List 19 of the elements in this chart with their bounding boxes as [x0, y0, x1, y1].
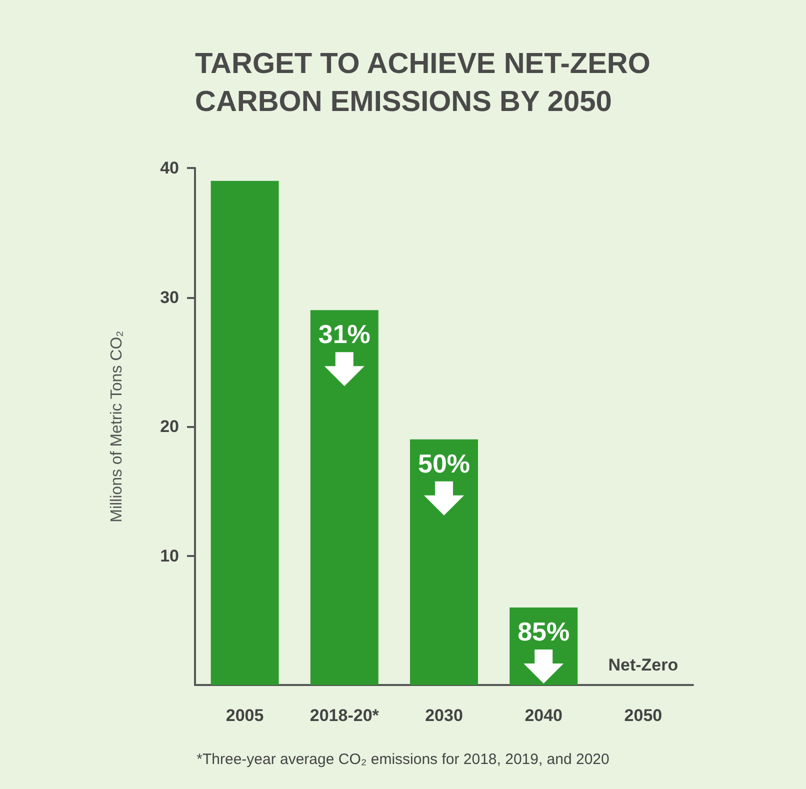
y-tick-label: 10 [160, 546, 179, 566]
x-tick-label: 2040 [524, 706, 563, 725]
annotation: 85% [518, 616, 570, 646]
y-tick-label: 30 [160, 288, 179, 307]
annotation: Net-Zero [608, 656, 678, 674]
x-tick-label: 2018-20* [310, 706, 380, 725]
y-tick-label: 20 [160, 417, 179, 436]
bar [210, 180, 279, 685]
y-axis-title: Millions of Metric Tons CO₂ [108, 330, 126, 522]
bar [410, 439, 478, 685]
chart-title: TARGET TO ACHIEVE NET-ZERO CARBON EMISSIONS BY 2050 [195, 48, 658, 118]
bar [310, 310, 378, 685]
annotation: 31% [318, 319, 370, 350]
y-tick-label: 40 [160, 158, 179, 178]
text: *Three-year average CO₂ emissions for 2018, 2019, and 2020 [196, 751, 610, 768]
x-tick-label: 2030 [425, 706, 463, 725]
annotation: 50% [418, 448, 470, 478]
x-tick-label: 2005 [226, 706, 264, 725]
x-tick-label: 2050 [624, 706, 662, 725]
